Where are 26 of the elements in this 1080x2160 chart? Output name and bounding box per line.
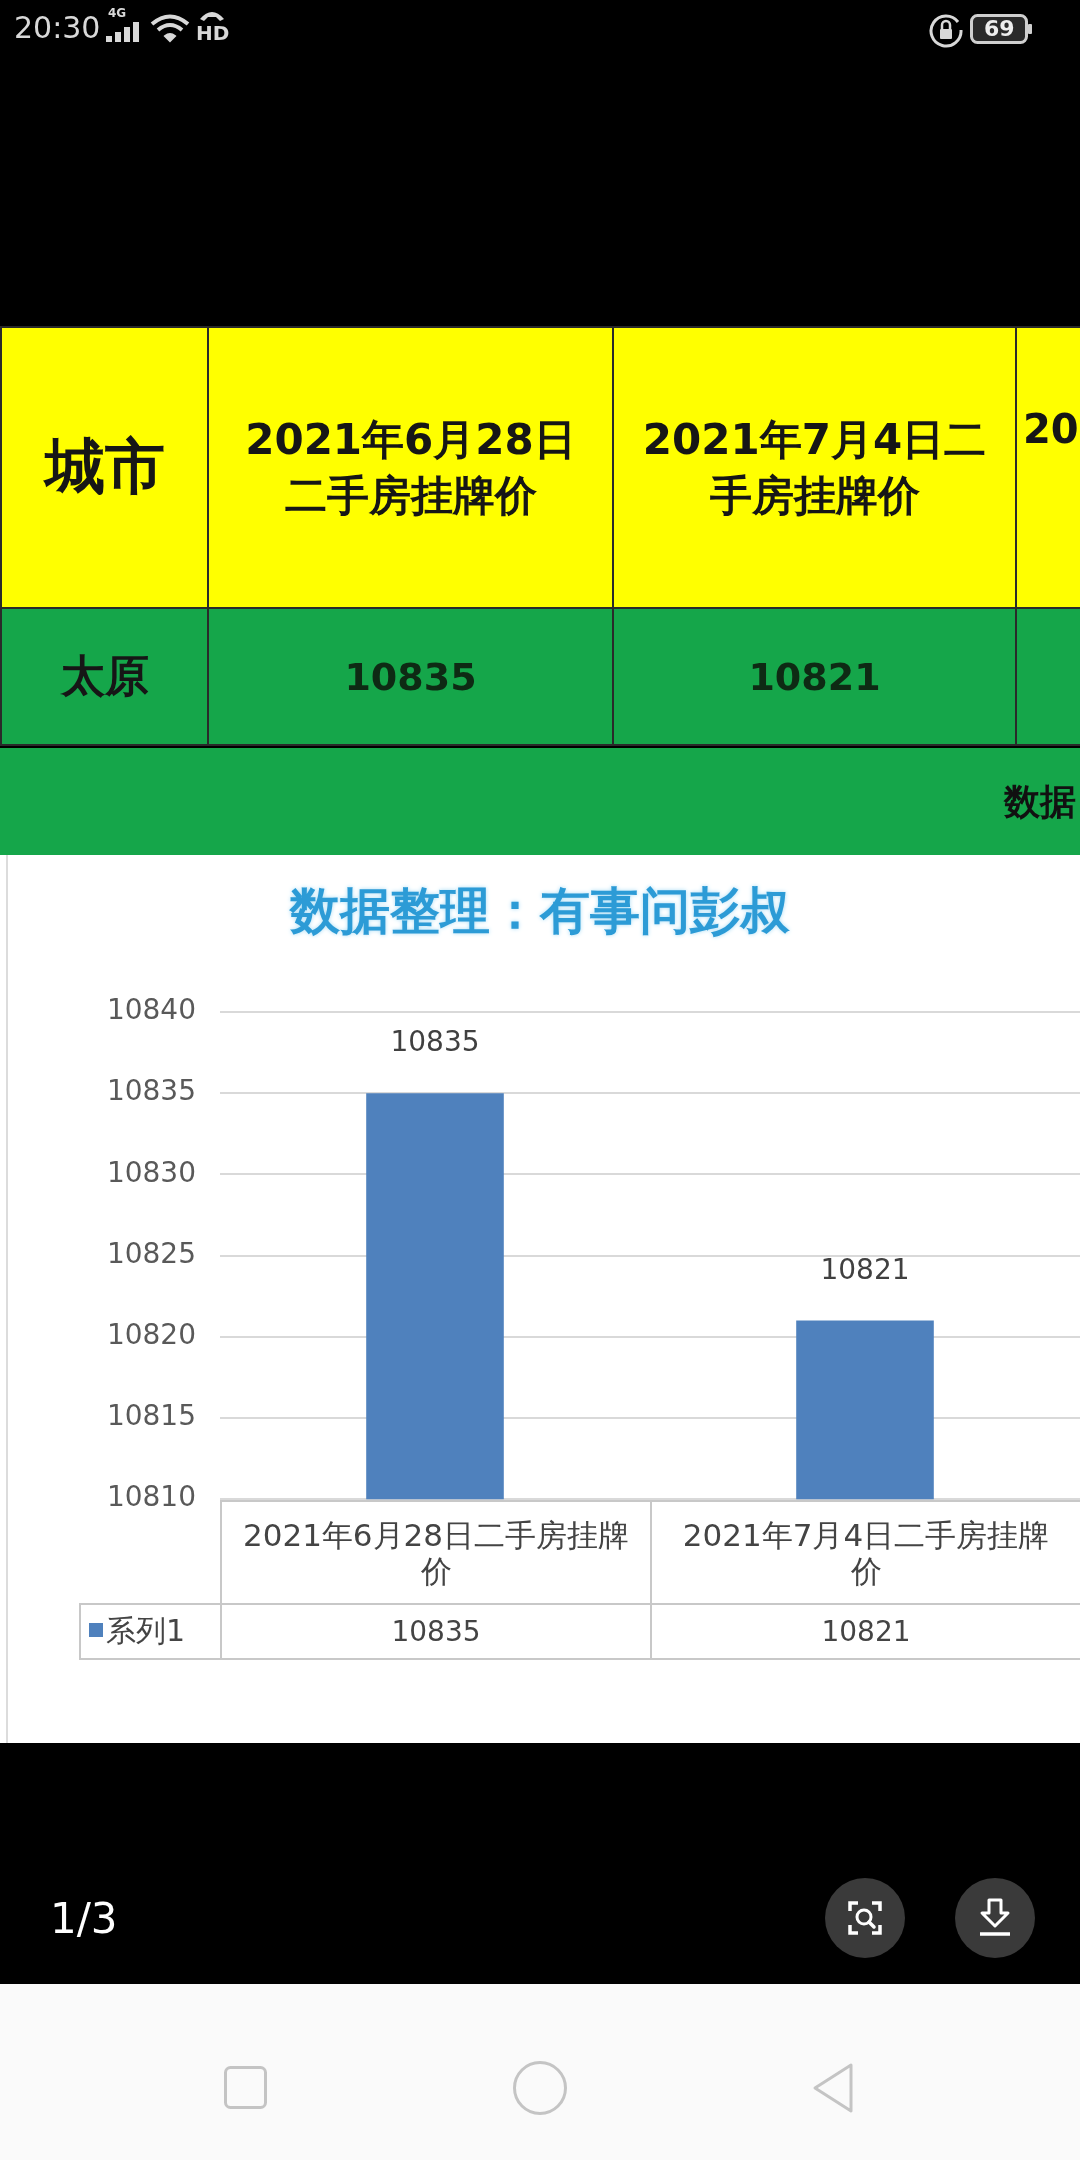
text: 1/3 <box>50 1894 118 1944</box>
text: 20 <box>1016 327 1080 608</box>
y-tick-label: 10815 <box>106 1399 196 1433</box>
y-tick-label: 10835 <box>106 1074 196 1108</box>
text: 69 <box>984 15 1015 43</box>
data-label: 10835 <box>221 1604 651 1660</box>
text: 10821 <box>820 1252 910 1286</box>
text: 城市 <box>1 327 208 608</box>
y-tick-label: 10840 <box>106 993 196 1027</box>
y-tick-label: 10830 <box>106 1155 196 1189</box>
text: 2021年7月4日二手房挂牌价 <box>613 327 1016 608</box>
text: HD <box>196 21 230 45</box>
text: 4G <box>108 6 127 20</box>
text: 20:30 <box>14 9 101 47</box>
y-tick-label: 10820 <box>106 1318 196 1352</box>
text: 10835 <box>390 1025 480 1059</box>
text: 2021年6月28日二手房挂牌价 <box>208 327 613 608</box>
text: 数据 <box>1004 780 1076 822</box>
y-tick-label: 10825 <box>106 1236 196 1270</box>
text: 10821 <box>613 608 1016 745</box>
chart-title: 数据整理：有事问彭叔 <box>288 880 791 942</box>
data-label: 10821 <box>651 1604 1080 1660</box>
legend-label: 系列1 <box>106 1613 186 1649</box>
text: 10835 <box>208 608 613 745</box>
text: 太原 <box>1 608 208 745</box>
y-tick-label: 10810 <box>106 1480 196 1514</box>
